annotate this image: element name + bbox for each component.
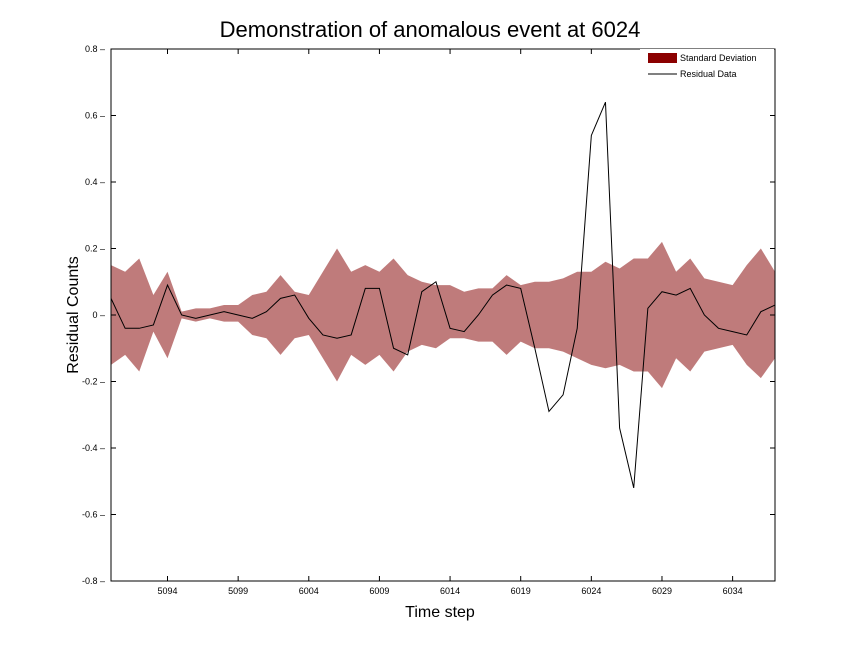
legend: Standard Deviation Residual Data: [640, 49, 774, 83]
legend-label-residual-data: Residual Data: [680, 69, 737, 79]
chart-title: Demonstration of anomalous event at 6024: [220, 17, 641, 42]
y-tick-label: -0.2 –: [82, 377, 105, 387]
x-tick-label: 6019: [511, 586, 531, 596]
x-tick-label: 6034: [723, 586, 743, 596]
x-tick-label: 6014: [440, 586, 460, 596]
std-deviation-band: [111, 241, 775, 389]
y-tick-label: 0.4 –: [85, 177, 105, 187]
x-axis-label: Time step: [405, 604, 475, 621]
x-tick-label: 6024: [581, 586, 601, 596]
x-tick-label: 6029: [652, 586, 672, 596]
residual-data-line: [110, 102, 776, 489]
y-tick-label: -0.8 –: [82, 576, 105, 586]
legend-swatch-standard-deviation: [648, 53, 677, 63]
x-tick-label: 5094: [157, 586, 177, 596]
y-tick-label: 0.2 –: [85, 244, 105, 254]
x-tick-label: 5099: [228, 586, 248, 596]
y-tick-label: 0.6 –: [85, 111, 105, 121]
y-tick-label: 0 –: [92, 310, 105, 320]
plot-area: [110, 102, 776, 489]
y-axis-label: Residual Counts: [65, 256, 82, 373]
x-tick-label: 6009: [369, 586, 389, 596]
y-tick-label: -0.6 –: [82, 510, 105, 520]
y-tick-label: 0.8 –: [85, 44, 105, 54]
y-tick-label: -0.4 –: [82, 443, 105, 453]
legend-label-standard-deviation: Standard Deviation: [680, 53, 757, 63]
x-tick-label: 6004: [299, 586, 319, 596]
axis-ticks: -0.8 – -0.6 – -0.4 – -0.2 – 0 – 0.2 – 0.4 – 0.6…: [82, 44, 775, 596]
